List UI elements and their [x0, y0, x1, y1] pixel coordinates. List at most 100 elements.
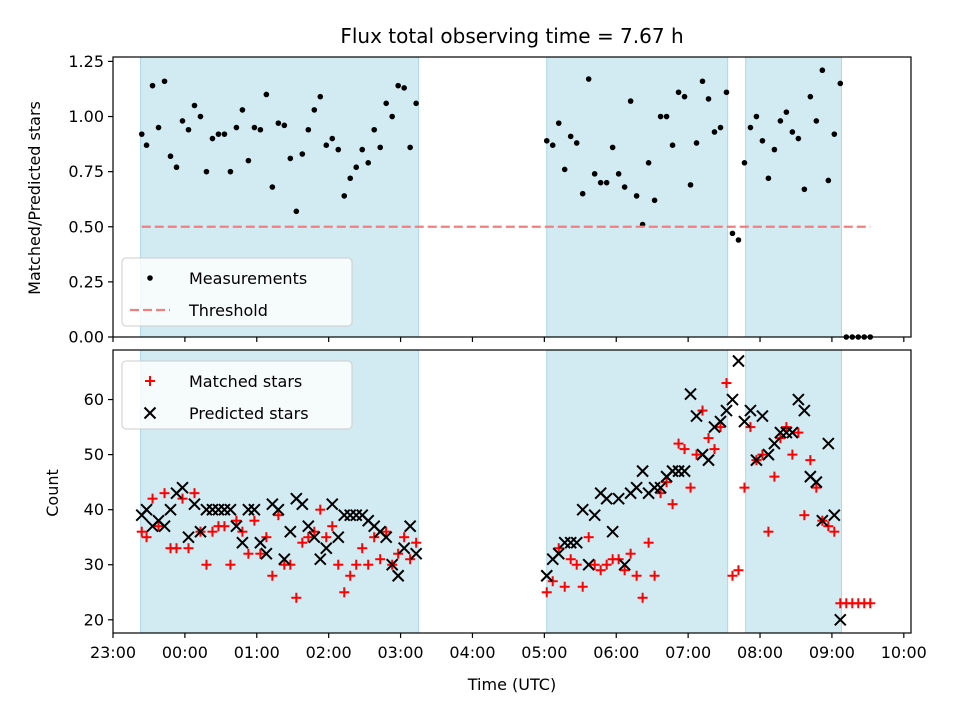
measurement-point	[149, 82, 156, 89]
matched-stars-point	[393, 548, 404, 559]
matched-stars-point	[565, 554, 576, 565]
matched-stars-point	[201, 559, 212, 570]
measurement-point	[783, 109, 790, 115]
y-tick-label: 60	[84, 390, 104, 409]
matched-stars-point	[661, 477, 672, 488]
predicted-stars-point	[188, 497, 201, 511]
predicted-stars-point	[248, 503, 261, 516]
predicted-stars-point	[714, 415, 727, 428]
measurement-point	[359, 146, 366, 153]
matched-stars-point	[207, 526, 218, 537]
measurement-point	[371, 126, 378, 133]
matched-stars-point	[159, 488, 170, 499]
predicted-stars-point	[326, 497, 339, 511]
measurement-point	[837, 80, 844, 87]
predicted-stars-point	[810, 475, 823, 489]
measurement-point	[377, 144, 383, 151]
matched-stars-point	[333, 559, 344, 570]
measurement-point	[615, 171, 622, 177]
measurement-point	[735, 237, 742, 243]
predicted-stars-point	[320, 542, 333, 555]
matched-stars-point	[303, 532, 314, 543]
measurement-point	[299, 151, 306, 157]
shaded-span	[745, 349, 843, 634]
matched-stars-point	[345, 570, 356, 581]
matched-stars-point	[649, 570, 660, 581]
matched-stars-point	[177, 493, 188, 504]
matched-stars-point	[709, 444, 720, 455]
matched-stars-point	[339, 587, 350, 598]
measurement-point	[549, 142, 556, 148]
predicted-stars-point	[792, 393, 805, 406]
measurement-point	[543, 137, 550, 144]
measurement-point	[389, 113, 395, 120]
predicted-stars-point	[816, 514, 829, 527]
predicted-stars-point	[284, 525, 297, 538]
matched-stars-point	[595, 565, 606, 576]
x-tick-label: 06:00	[593, 643, 639, 662]
predicted-stars-point	[636, 464, 649, 478]
matched-stars-point	[601, 559, 612, 570]
matched-stars-point	[315, 504, 326, 515]
measurement-point	[143, 142, 150, 148]
measurement-point	[681, 93, 688, 100]
predicted-stars-point	[182, 530, 195, 544]
measurement-point	[633, 193, 640, 199]
y-tick-label: 30	[84, 555, 104, 574]
measurement-point	[179, 118, 186, 124]
matched-stars-point	[189, 488, 200, 499]
predicted-stars-point	[570, 536, 583, 549]
measurement-point	[233, 124, 240, 131]
measurement-point	[287, 155, 294, 162]
predicted-stars-point	[618, 558, 631, 571]
matched-stars-point	[745, 422, 756, 433]
measurement-point	[203, 168, 210, 175]
matched-stars-point	[297, 537, 308, 548]
predicted-stars-point	[140, 503, 153, 516]
predicted-stars-point	[726, 393, 739, 406]
measurement-point	[585, 76, 592, 82]
legend-marker	[143, 406, 157, 420]
matched-stars-point	[243, 548, 254, 559]
matched-stars-point	[171, 543, 182, 554]
predicted-stars-point	[798, 404, 811, 417]
legend-box	[121, 360, 353, 430]
measurement-point	[221, 131, 228, 137]
matched-stars-point	[136, 526, 147, 537]
y-tick-label: 1.25	[68, 52, 104, 71]
legend-label-measurements: Measurements	[189, 269, 307, 288]
measurement-point	[771, 146, 778, 153]
measurement-point	[383, 100, 389, 107]
bottom-panel: 20 30 40 50 60 23:00 00:00 01:00 02:00 03:00 04:00…	[84, 349, 927, 662]
x-tick-label: 00:00	[162, 643, 208, 662]
measurement-point	[555, 120, 562, 126]
matched-stars-point	[763, 526, 774, 537]
predicted-stars-point	[540, 569, 553, 582]
measurement-point	[365, 160, 372, 166]
measurement-point	[741, 160, 748, 166]
matched-stars-point	[147, 493, 158, 504]
measurement-point	[687, 182, 694, 188]
predicted-stars-point	[308, 530, 321, 544]
measurement-point	[579, 190, 586, 197]
x-tick-label: 07:00	[665, 643, 711, 662]
matched-stars-point	[781, 422, 792, 433]
matched-stars-point	[237, 526, 248, 537]
matched-stars-point	[351, 559, 362, 570]
measurement-point	[723, 89, 730, 96]
measurement-point	[305, 126, 312, 133]
measurement-point	[317, 93, 324, 100]
matched-stars-point	[249, 515, 260, 526]
matched-stars-point	[369, 532, 380, 543]
predicted-stars-point	[254, 536, 267, 549]
measurement-point	[711, 129, 718, 135]
x-tick-label: 09:00	[809, 643, 855, 662]
legend-box	[121, 257, 353, 327]
matched-stars-point	[559, 581, 570, 592]
y-tick-label: 0.75	[68, 162, 104, 181]
measurement-point	[251, 124, 258, 131]
predicted-stars-point	[654, 481, 667, 494]
predicted-stars-point	[582, 558, 595, 571]
matched-stars-point	[309, 526, 320, 537]
